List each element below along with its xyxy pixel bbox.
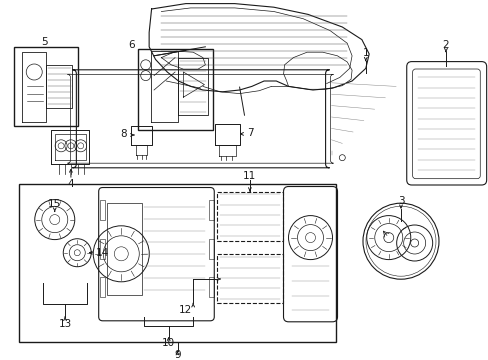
Bar xyxy=(138,49,212,130)
Bar xyxy=(209,239,214,259)
Bar xyxy=(217,192,282,241)
Text: 11: 11 xyxy=(243,171,256,181)
Text: 2: 2 xyxy=(442,40,448,50)
Bar xyxy=(14,47,78,126)
Bar xyxy=(100,239,105,259)
Text: 10: 10 xyxy=(162,338,175,348)
Text: 9: 9 xyxy=(174,350,181,360)
Text: 7: 7 xyxy=(246,128,253,138)
Text: 13: 13 xyxy=(58,319,72,329)
Bar xyxy=(106,203,142,295)
Text: 12: 12 xyxy=(179,305,192,315)
Bar xyxy=(209,277,214,297)
Text: 6: 6 xyxy=(128,40,135,50)
Text: 1: 1 xyxy=(362,48,368,58)
Bar xyxy=(209,200,214,220)
Text: 14: 14 xyxy=(96,248,109,258)
Text: 3: 3 xyxy=(397,196,404,206)
Text: 15: 15 xyxy=(48,199,61,210)
Bar xyxy=(217,254,282,303)
Bar xyxy=(19,184,336,342)
Text: 4: 4 xyxy=(67,179,74,189)
Bar xyxy=(100,200,105,220)
Text: 5: 5 xyxy=(41,37,48,47)
Text: 8: 8 xyxy=(120,129,126,139)
Bar xyxy=(100,277,105,297)
